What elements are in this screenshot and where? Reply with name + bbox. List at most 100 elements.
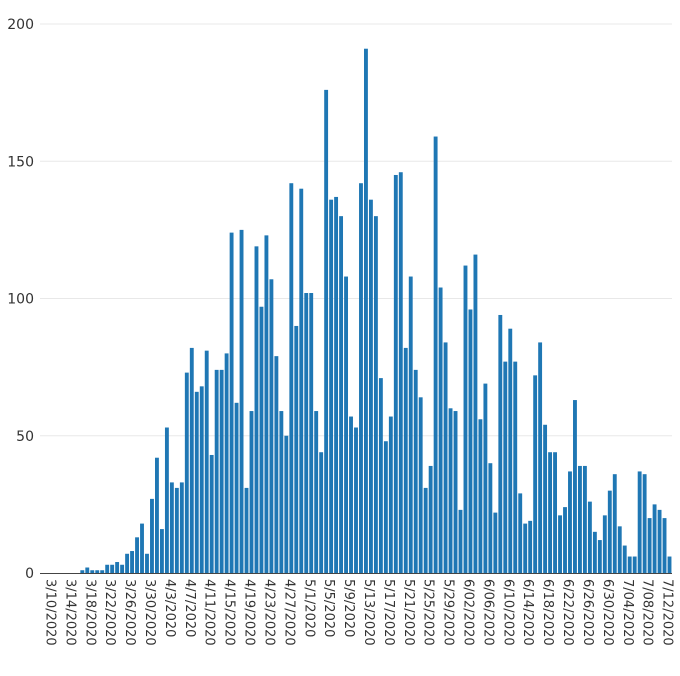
bar xyxy=(155,457,159,573)
bar xyxy=(558,515,562,573)
x-tick-label: 6/06/2020 xyxy=(480,579,495,646)
bar xyxy=(125,553,130,573)
x-tick-label: 5/9/2020 xyxy=(341,579,356,637)
bar xyxy=(299,188,304,573)
x-tick-label: 6/26/2020 xyxy=(580,579,595,646)
bar xyxy=(667,556,672,573)
bar xyxy=(174,487,179,573)
bar xyxy=(239,229,244,574)
bar xyxy=(359,183,363,573)
bar xyxy=(662,518,667,573)
x-tick-label: 4/19/2020 xyxy=(242,579,257,646)
y-tick-label: 200 xyxy=(7,17,34,33)
bar xyxy=(309,293,314,573)
x-tick-label: 6/14/2020 xyxy=(520,579,535,646)
bar xyxy=(413,369,418,573)
x-tick-label: 7/08/2020 xyxy=(640,579,655,646)
bar xyxy=(468,309,473,573)
bar xyxy=(543,424,548,573)
bar xyxy=(339,216,344,573)
bar xyxy=(115,562,120,573)
bar xyxy=(478,419,483,573)
bar xyxy=(204,350,209,573)
bar xyxy=(458,509,463,573)
bar xyxy=(488,463,493,573)
bar xyxy=(234,402,239,573)
bar xyxy=(538,342,543,573)
x-tick-label: 4/11/2020 xyxy=(202,579,217,646)
bar xyxy=(627,556,632,573)
x-tick-label: 6/18/2020 xyxy=(540,579,555,646)
x-tick-label: 6/02/2020 xyxy=(461,579,476,646)
bar xyxy=(473,254,478,573)
bar xyxy=(224,353,229,573)
bar xyxy=(189,347,194,573)
bar xyxy=(184,372,189,573)
y-tick-label: 100 xyxy=(7,292,34,308)
bar xyxy=(383,441,388,573)
bar xyxy=(528,520,533,573)
bar xyxy=(259,306,264,573)
x-tick-label: 4/15/2020 xyxy=(222,579,237,646)
bar xyxy=(314,411,319,573)
bar xyxy=(130,551,134,573)
bar xyxy=(373,216,378,573)
x-tick-label: 5/17/2020 xyxy=(381,579,396,646)
bar xyxy=(140,523,144,573)
x-tick-label: 7/04/2020 xyxy=(620,579,635,646)
bar xyxy=(364,48,368,573)
bar xyxy=(423,487,428,573)
x-tick-label: 5/5/2020 xyxy=(321,579,336,637)
bar xyxy=(508,328,513,573)
bar xyxy=(95,570,100,573)
bar xyxy=(304,293,309,573)
x-tick-label: 5/29/2020 xyxy=(441,579,456,646)
bar xyxy=(80,570,85,573)
y-tick-label: 150 xyxy=(7,154,34,170)
x-tick-label: 6/22/2020 xyxy=(560,579,575,646)
bar xyxy=(393,174,398,574)
bar xyxy=(279,411,284,573)
bar xyxy=(428,465,433,573)
bar xyxy=(110,564,115,573)
bar xyxy=(587,501,592,573)
bar xyxy=(518,493,523,573)
bar xyxy=(349,416,353,573)
bar xyxy=(344,276,348,573)
bar xyxy=(194,391,199,573)
bar xyxy=(249,411,254,573)
bar xyxy=(274,356,279,573)
x-tick-label: 3/30/2020 xyxy=(142,579,157,646)
bar xyxy=(90,570,95,573)
bar xyxy=(418,397,423,573)
bar xyxy=(378,378,383,573)
bar xyxy=(214,369,219,573)
bar xyxy=(622,545,627,573)
bar xyxy=(100,570,105,573)
bar xyxy=(319,452,324,573)
x-tick-label: 3/26/2020 xyxy=(122,579,137,646)
bar xyxy=(145,553,149,573)
bar xyxy=(408,276,413,573)
x-tick-label: 3/22/2020 xyxy=(102,579,117,646)
bar xyxy=(503,361,508,573)
bar xyxy=(443,342,448,573)
bar xyxy=(433,136,438,574)
bar xyxy=(120,564,125,573)
bar xyxy=(463,265,468,573)
bar xyxy=(483,383,488,573)
bar xyxy=(334,196,339,573)
bar xyxy=(150,498,154,573)
bar xyxy=(264,235,269,573)
y-tick-label: 50 xyxy=(16,429,34,445)
x-tick-label: 4/7/2020 xyxy=(182,579,197,637)
bar xyxy=(179,482,184,573)
bar xyxy=(498,314,503,573)
bar xyxy=(637,471,642,573)
bar xyxy=(592,531,597,573)
bar xyxy=(403,347,408,573)
x-tick-label: 5/13/2020 xyxy=(361,579,376,646)
bar xyxy=(533,375,538,573)
bar xyxy=(254,246,259,573)
x-tick-label: 6/10/2020 xyxy=(500,579,515,646)
